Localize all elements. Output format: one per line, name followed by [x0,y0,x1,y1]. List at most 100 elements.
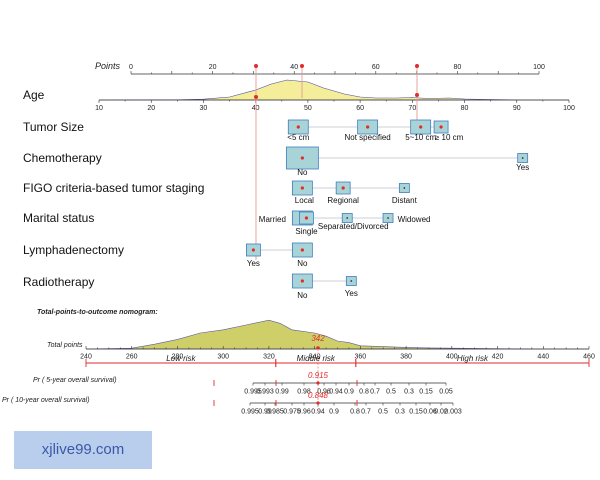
age-density-area [98,79,569,101]
level-label: Yes [247,259,260,268]
selected-point-marker [300,64,304,68]
survival-5yr-tick-label: 0.995 [244,389,262,396]
survival-10yr-tick-label: 0.8 [350,409,360,416]
level-dot [300,279,304,283]
age-tick-label: 10 [95,105,103,112]
level-dot [419,125,423,129]
row-label-1: Chemotherapy [23,151,102,165]
level-label: 5~10 cm [405,133,436,142]
total-tick-label: 260 [126,354,138,361]
level-dot [341,186,345,190]
survival-10yr-tick-label: 0.96 [297,409,311,416]
row-label-age: Age [23,88,45,102]
age-selected-dot [415,93,419,97]
points-tick-label: 20 [209,64,217,71]
age-tick-label: 100 [563,105,575,112]
level-dot [350,280,353,282]
survival-10yr-selected-value: 0.848 [308,391,329,400]
level-label: ≥ 10 cm [435,133,464,142]
level-dot [521,157,524,159]
level-dot [304,216,309,220]
level-label: Distant [392,196,418,205]
level-label: No [297,291,308,300]
survival-5yr-tick-label: 0.8 [359,389,369,396]
survival-5yr-tick-label: 0.05 [439,389,453,396]
age-tick-label: 80 [461,105,469,112]
level-dot [300,156,304,160]
total-tick-label: 420 [492,354,504,361]
total-tick-label: 240 [80,354,92,361]
row-label-2: FIGO criteria-based tumor staging [23,181,204,195]
age-tick-label: 60 [356,105,364,112]
total-tick-label: 400 [446,354,458,361]
total-tick-label: 340 [309,354,321,361]
points-tick-label: 80 [454,64,462,71]
survival-5yr-tick-label: 0.99 [275,389,289,396]
level-dot [366,125,370,129]
total-tick-label: 460 [583,354,595,361]
total-density-area [85,319,589,350]
risk-group-label: High risk [457,354,489,363]
survival-5yr-tick-label: 0.94 [329,389,343,396]
points-tick-label: 60 [372,64,380,71]
survival-10yr-tick-label: 0.3 [395,409,405,416]
survival-10yr-label: Pr ( 10-year overall survival) [2,397,90,404]
level-dot [300,186,304,190]
selected-point-marker [415,64,419,68]
survival-10yr-tick-label: 0.7 [361,409,371,416]
level-label: Regional [327,196,359,205]
survival-5yr-label: Pr ( 5-year overall survival) [33,377,117,384]
age-tick-label: 20 [147,105,155,112]
age-selected-dot [254,95,258,99]
total-tick-label: 380 [400,354,412,361]
row-label-0: Tumor Size [23,120,84,134]
row-label-3: Marital status [23,211,94,225]
total-tick-label: 440 [537,354,549,361]
level-dot [403,187,406,189]
total-tick-label: 320 [263,354,275,361]
level-dot [387,217,389,219]
row-label-5: Radiotherapy [23,275,94,289]
age-tick-label: 70 [408,105,416,112]
points-axis-label: Points [95,61,121,71]
total-tick-label: 300 [217,354,229,361]
survival-10yr-tick-label: 0.995 [241,409,259,416]
survival-10yr-tick-label: 0.15 [409,409,423,416]
watermark: xjlive99.com [14,431,152,469]
level-label: Widowed [398,215,431,224]
level-label: Yes [345,289,358,298]
total-tick-label: 360 [355,354,367,361]
survival-10yr-tick-label: 0.985 [266,409,284,416]
total-tick-label: 280 [172,354,184,361]
survival-10yr-tick-label: 0.06 [423,409,437,416]
level-label: Single [295,227,318,236]
survival-10yr-selected-dot [316,401,320,405]
points-tick-label: 0 [129,64,133,71]
points-tick-label: 40 [290,64,298,71]
age-tick-label: 90 [513,105,521,112]
age-tick-label: 30 [200,105,208,112]
level-dot [439,125,443,129]
level-label: No [297,168,308,177]
row-label-4: Lymphadenectomy [23,243,124,257]
survival-5yr-tick-label: 0.96 [317,389,331,396]
survival-10yr-tick-label: 0.5 [378,409,388,416]
level-dot [251,248,255,252]
total-points-label: Total points [47,342,83,349]
level-dot [296,125,300,129]
survival-5yr-tick-label: 0.9 [344,389,354,396]
level-label: Married [259,215,286,224]
survival-5yr-tick-label: 0.3 [404,389,414,396]
survival-10yr-tick-label: 0.99 [258,409,272,416]
level-label: Yes [516,163,529,172]
survival-5yr-tick-label: 0.5 [386,389,396,396]
level-dot [346,217,349,219]
level-label: Local [295,196,314,205]
survival-10yr-tick-label: 0.003 [444,409,462,416]
points-tick-label: 100 [533,64,545,71]
level-label: Not specified [345,133,391,142]
age-tick-label: 50 [304,105,312,112]
level-label: Separated/Divorced [318,222,389,231]
survival-5yr-selected-value: 0.915 [308,371,329,380]
